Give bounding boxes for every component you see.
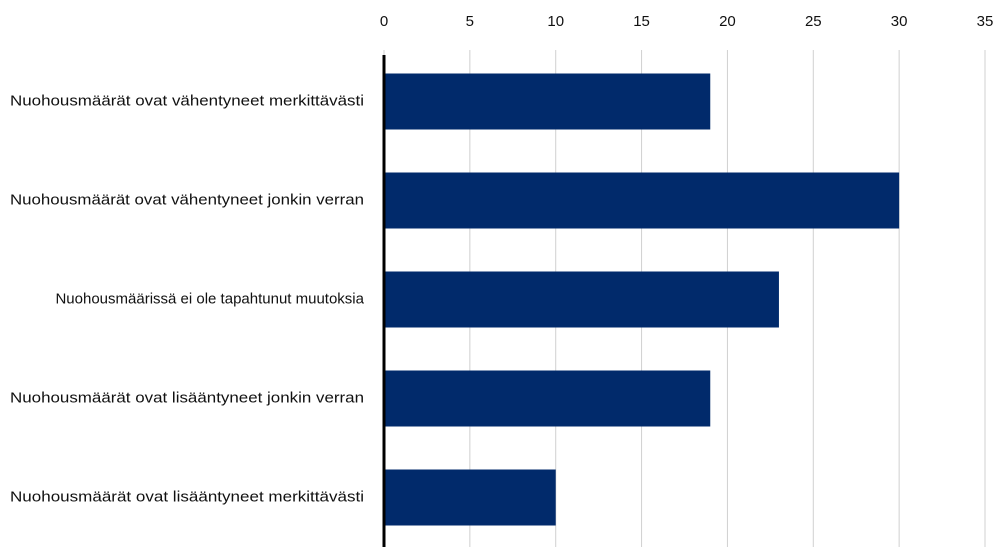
x-tick-label: 0 (380, 13, 388, 30)
x-tick-label: 25 (805, 13, 822, 30)
x-tick-label: 20 (719, 13, 736, 30)
y-tick-label: Nuohousmäärissä ei ole tapahtunut muutok… (55, 290, 364, 307)
bar (384, 172, 900, 229)
x-tick-label: 30 (891, 13, 908, 30)
y-tick-label: Nuohousmäärät ovat lisääntyneet merkittä… (10, 488, 364, 505)
x-tick-label: 15 (633, 13, 650, 30)
x-tick-label: 5 (466, 13, 474, 30)
y-tick-label: Nuohousmäärät ovat vähentyneet jonkin ve… (10, 191, 364, 208)
bar (384, 73, 711, 130)
bar (384, 271, 779, 328)
x-tick-label: 35 (977, 13, 994, 30)
y-tick-label: Nuohousmäärät ovat lisääntyneet jonkin v… (10, 389, 364, 406)
x-tick-label: 10 (547, 13, 564, 30)
y-tick-label: Nuohousmäärät ovat vähentyneet merkittäv… (10, 92, 364, 109)
bar (384, 370, 711, 427)
bar (384, 469, 556, 526)
